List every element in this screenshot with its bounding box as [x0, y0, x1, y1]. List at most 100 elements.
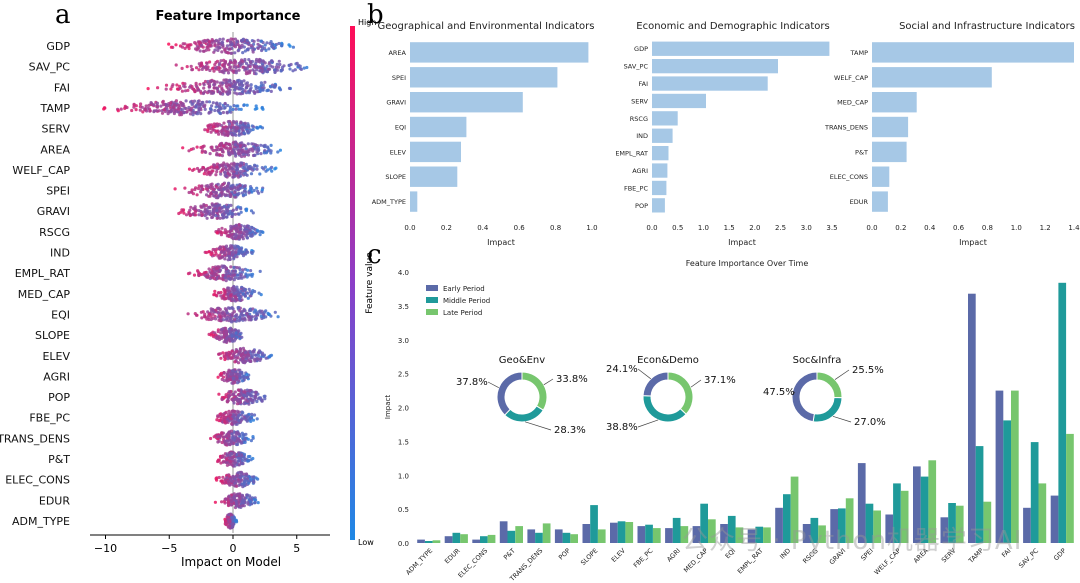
bar-gravi	[410, 92, 523, 113]
legend-swatch-middle-period	[426, 297, 438, 303]
category-label-area: AREA	[388, 49, 406, 57]
beeswarm-chart: Feature Importance GDP SAV_PC FAI TAMP SERV AR…	[0, 9, 376, 569]
bar-empl-rat-middle-period	[755, 526, 764, 543]
bar-elev-late-period	[625, 522, 634, 543]
feature-label-gdp: GDP	[46, 40, 70, 53]
y-tick-label: 2.5	[398, 371, 409, 379]
x-tick-label: 1.0	[698, 224, 709, 232]
donut-leader	[834, 369, 850, 380]
swarm-elev	[217, 346, 274, 365]
bar-p-t-late-period	[515, 526, 523, 543]
bar-welf-cap-late-period	[900, 490, 909, 543]
colorbar-low-label: Low	[358, 538, 374, 547]
category-label-pop: POP	[635, 202, 648, 210]
x-tick-label-1: −5	[161, 542, 177, 555]
bar-elec-cons-late-period	[487, 534, 496, 543]
panel-a-label: a	[55, 0, 71, 30]
donut-leader	[637, 419, 659, 428]
inset-donut-geo-env: Geo&Env 33.8% 28.3% 37.8%	[456, 355, 588, 436]
swarm-elec-cons	[214, 470, 260, 489]
legend-label-middle-period: Middle Period	[443, 297, 490, 305]
swarm-slope	[207, 326, 244, 344]
legend-swatch-late-period	[426, 309, 438, 315]
bar-slope-early-period	[582, 524, 591, 543]
x-tick-label-adm-type: ADM_TYPE	[404, 547, 434, 577]
y-tick-label: 4.0	[398, 269, 409, 277]
x-tick-label: 0.5	[672, 224, 683, 232]
category-label-agri: AGRI	[632, 167, 648, 175]
feature-label-fai: FAI	[54, 81, 70, 94]
donut-leader	[637, 368, 652, 380]
bar-elec-cons	[872, 166, 890, 187]
chart-title: Geographical and Environmental Indicator…	[378, 21, 595, 32]
bar-gravi-early-period	[830, 509, 838, 543]
bar-ind-late-period	[790, 476, 799, 543]
x-tick-label: 2.5	[775, 224, 786, 232]
bar-ind	[652, 128, 673, 143]
inset-title: Soc&Infra	[793, 355, 842, 366]
bar-gravi-late-period	[845, 498, 854, 543]
x-tick-label: 0.0	[404, 224, 415, 232]
swarm-welf-cap	[187, 161, 278, 179]
bar-empl-rat-early-period	[747, 529, 756, 543]
bar-chart-geographical-and-environmental-indicators: Geographical and Environmental Indicator…	[372, 21, 598, 247]
colorbar	[350, 26, 355, 540]
swarm-gravi	[177, 202, 255, 220]
bar-chart-social-and-infrastructure-indicators: Social and Infrastructure Indicators TAMP…	[824, 21, 1080, 247]
bar-p-t	[872, 141, 907, 163]
x-tick-label: 3.5	[826, 224, 837, 232]
y-tick-label: 1.5	[398, 438, 409, 446]
x-tick-label: 1.5	[724, 224, 735, 232]
bar-agri-middle-period	[672, 517, 681, 543]
category-label-med-cap: MED_CAP	[837, 99, 868, 107]
bar-tamp-late-period	[983, 501, 992, 543]
bar-slope-late-period	[597, 529, 606, 543]
donut-slice-early-period	[791, 371, 818, 423]
feature-label-elec-cons: ELEC_CONS	[5, 474, 70, 487]
swarm-agri	[216, 368, 251, 385]
category-label-rscg: RSCG	[630, 115, 648, 123]
y-tick-label: 0.0	[398, 540, 409, 548]
bar-fbe-pc-late-period	[653, 528, 661, 543]
swarm-fai	[146, 78, 292, 96]
y-tick-label: 0.5	[398, 506, 409, 514]
bar-p-t-early-period	[499, 521, 508, 543]
bar-fai	[652, 76, 768, 91]
x-tick-label-edur: EDUR	[443, 546, 462, 565]
swarm-serv	[203, 119, 265, 138]
x-tick-label: 0.6	[953, 224, 965, 232]
bar-spei-late-period	[873, 510, 881, 543]
bar-serv-early-period	[940, 517, 949, 543]
category-label-serv: SERV	[631, 97, 648, 105]
x-axis-title: Impact	[959, 238, 987, 247]
x-tick-label: 0.4	[924, 224, 936, 232]
bar-welf-cap	[872, 67, 992, 88]
bar-gdp-early-period	[1050, 495, 1059, 543]
swarm-trans-dens	[209, 429, 255, 447]
y-tick-label: 3.0	[398, 337, 409, 345]
category-label-gravi: GRAVI	[386, 99, 406, 107]
bar-spei-middle-period	[865, 503, 874, 543]
swarm-p-t	[216, 450, 255, 468]
feature-label-fbe-pc: FBE_PC	[29, 412, 70, 425]
x-tick-label: 0.2	[895, 224, 906, 232]
bar-tamp	[872, 42, 1074, 63]
swarm-spei	[173, 181, 265, 200]
bar-sav-pc-middle-period	[1030, 442, 1039, 543]
bar-elec-cons-early-period	[472, 539, 480, 543]
swarm-empl-rat	[186, 264, 262, 283]
bar-area-late-period	[928, 460, 937, 543]
x-tick-label: 0.2	[441, 224, 452, 232]
x-tick-label: 2.0	[749, 224, 760, 232]
donut-label: 47.5%	[763, 387, 795, 398]
bar-gdp-late-period	[1066, 433, 1074, 543]
bar-area	[410, 42, 589, 63]
bar-tamp-middle-period	[975, 446, 984, 543]
bar-agri-late-period	[680, 526, 689, 543]
donut-leader	[543, 378, 554, 386]
x-tick-label-elec-cons: ELEC_CONS	[457, 547, 490, 580]
donut-label: 24.1%	[606, 364, 638, 375]
feature-label-p-t: P&T	[48, 453, 70, 466]
swarm-tamp	[102, 99, 265, 117]
feature-label-gravi: GRAVI	[37, 205, 70, 218]
